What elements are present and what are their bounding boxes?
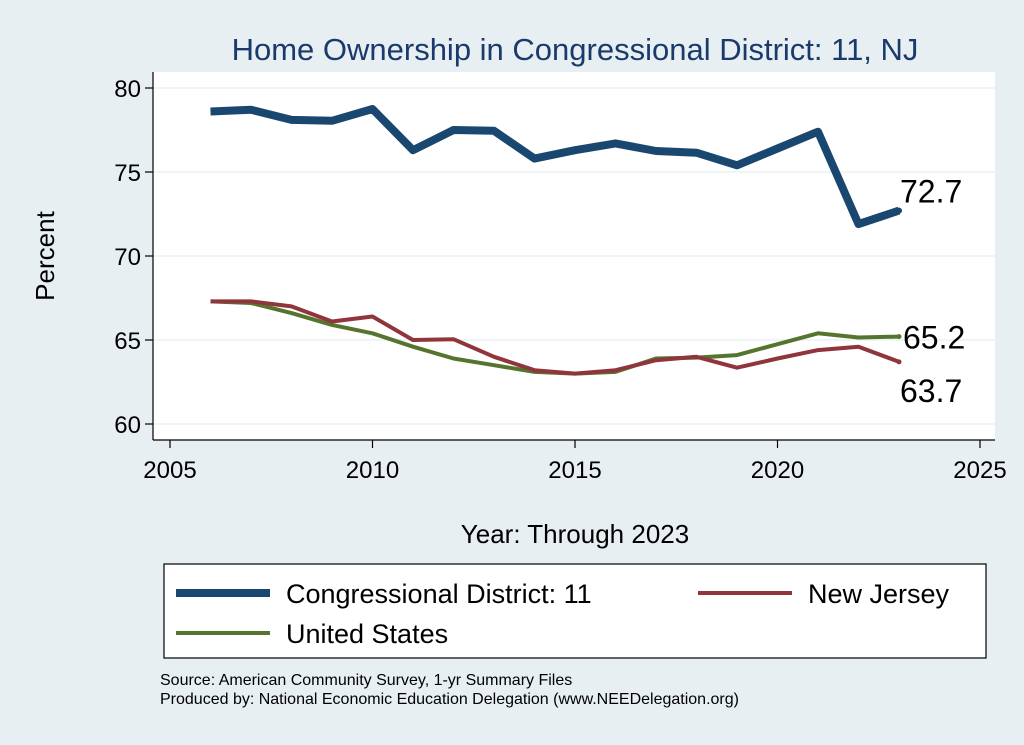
series-end-point bbox=[896, 207, 902, 214]
y-tick-label: 60 bbox=[114, 412, 141, 439]
y-tick-label: 65 bbox=[114, 328, 141, 355]
series-line bbox=[210, 299, 900, 376]
x-tick-label: 2005 bbox=[143, 457, 196, 484]
y-tick-label: 75 bbox=[114, 160, 141, 187]
legend-box bbox=[163, 563, 987, 659]
producer-note: Produced by: National Economic Education… bbox=[160, 691, 739, 708]
series-end-label: 63.7 bbox=[900, 373, 962, 409]
line-chart: 60 65 70 75 80 2005 2010 2015 2020 2025 Home Owner… bbox=[30, 32, 1007, 659]
x-tick-label: 2010 bbox=[346, 457, 399, 484]
x-tick-label: 2020 bbox=[751, 457, 804, 484]
chart-footer: Source: American Community Survey, 1-yr … bbox=[160, 671, 739, 709]
series-line bbox=[210, 105, 901, 229]
legend-label: Congressional District: 11 bbox=[286, 579, 592, 609]
x-tick-label: 2015 bbox=[548, 457, 601, 484]
series-end-point bbox=[896, 359, 902, 365]
legend-label: New Jersey bbox=[808, 579, 950, 609]
y-axis-label: Percent bbox=[30, 210, 60, 300]
series-end-point bbox=[896, 334, 902, 340]
series-end-label: 72.7 bbox=[900, 174, 962, 210]
source-note: Source: American Community Survey, 1-yr … bbox=[160, 672, 573, 689]
y-tick-label: 70 bbox=[114, 244, 141, 271]
chart-title: Home Ownership in Congressional District… bbox=[232, 32, 919, 67]
series-end-label: 65.2 bbox=[903, 320, 965, 356]
x-tick-label: 2025 bbox=[953, 457, 1006, 484]
x-axis-label: Year: Through 2023 bbox=[461, 519, 689, 549]
legend-label: United States bbox=[286, 619, 448, 649]
y-tick-label: 80 bbox=[114, 76, 141, 103]
